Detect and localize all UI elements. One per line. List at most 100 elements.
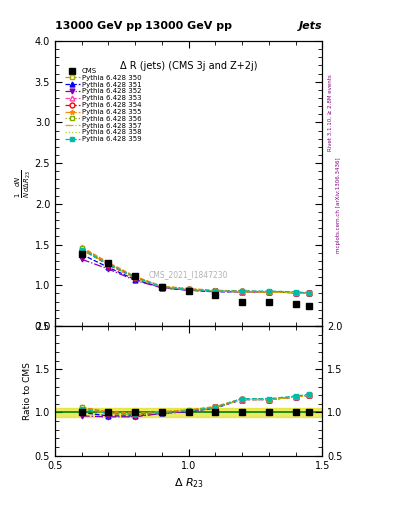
Pythia 6.428 354 [240,288,244,294]
Line: CMS: CMS [79,251,312,309]
Pythia 6.428 353 [133,274,138,280]
Line: Pythia 6.428 357: Pythia 6.428 357 [82,249,309,293]
Pythia 6.428 353 [79,245,84,251]
CMS [213,292,218,298]
Pythia 6.428 357 [307,290,311,296]
Pythia 6.428 357 [293,290,298,296]
Pythia 6.428 355 [133,273,138,280]
Pythia 6.428 351 [307,290,311,296]
Line: Pythia 6.428 352: Pythia 6.428 352 [79,257,311,296]
Pythia 6.428 354 [213,288,218,294]
Text: CMS_2021_I1847230: CMS_2021_I1847230 [149,270,228,279]
Pythia 6.428 352 [240,289,244,295]
Pythia 6.428 354 [293,290,298,296]
Text: mcplots.cern.ch [arXiv:1306.3436]: mcplots.cern.ch [arXiv:1306.3436] [336,157,341,252]
Pythia 6.428 356 [293,290,298,296]
Pythia 6.428 358 [307,290,311,296]
X-axis label: $\Delta\ R_{23}$: $\Delta\ R_{23}$ [174,476,204,490]
Pythia 6.428 350 [106,260,111,266]
Pythia 6.428 355 [213,287,218,293]
Pythia 6.428 358 [266,289,271,295]
Pythia 6.428 352 [106,266,111,272]
CMS [133,272,138,279]
Pythia 6.428 354 [106,262,111,268]
CMS [307,303,311,309]
Pythia 6.428 359 [307,290,311,296]
Pythia 6.428 356 [133,274,138,280]
Pythia 6.428 358 [213,288,218,294]
Pythia 6.428 350 [133,274,138,280]
Pythia 6.428 350 [160,284,164,290]
Pythia 6.428 356 [186,286,191,292]
CMS [293,301,298,307]
CMS [186,288,191,294]
CMS [106,260,111,266]
Pythia 6.428 350 [79,246,84,252]
Pythia 6.428 355 [293,290,298,296]
Pythia 6.428 351 [240,289,244,295]
Pythia 6.428 357 [106,261,111,267]
Line: Pythia 6.428 356: Pythia 6.428 356 [79,245,311,296]
Pythia 6.428 354 [79,246,84,252]
Pythia 6.428 351 [293,290,298,296]
Pythia 6.428 357 [213,288,218,294]
Pythia 6.428 353 [213,288,218,294]
Pythia 6.428 356 [307,290,311,296]
Pythia 6.428 352 [133,278,138,284]
Pythia 6.428 359 [186,286,191,292]
Pythia 6.428 352 [79,256,84,262]
Pythia 6.428 359 [213,288,218,294]
CMS [160,284,164,290]
Pythia 6.428 351 [186,287,191,293]
CMS [79,251,84,258]
Pythia 6.428 350 [240,289,244,295]
Pythia 6.428 350 [213,288,218,294]
Pythia 6.428 359 [79,246,84,252]
Pythia 6.428 353 [240,289,244,295]
Line: Pythia 6.428 359: Pythia 6.428 359 [79,247,311,295]
Pythia 6.428 357 [186,286,191,292]
Pythia 6.428 356 [160,283,164,289]
Pythia 6.428 359 [293,289,298,295]
CMS [266,298,271,305]
Pythia 6.428 351 [79,251,84,258]
Pythia 6.428 351 [160,285,164,291]
Pythia 6.428 355 [79,244,84,250]
Pythia 6.428 350 [266,289,271,295]
Pythia 6.428 354 [186,286,191,292]
Y-axis label: Ratio to CMS: Ratio to CMS [23,362,32,420]
Pythia 6.428 355 [307,290,311,296]
Pythia 6.428 358 [186,286,191,292]
Pythia 6.428 357 [79,246,84,252]
Pythia 6.428 357 [266,289,271,295]
Pythia 6.428 354 [266,289,271,295]
Pythia 6.428 355 [266,289,271,295]
Pythia 6.428 356 [106,260,111,266]
Pythia 6.428 355 [160,283,164,289]
Pythia 6.428 353 [293,290,298,296]
Pythia 6.428 353 [106,260,111,266]
Pythia 6.428 355 [240,288,244,294]
Pythia 6.428 353 [307,290,311,296]
Pythia 6.428 350 [307,290,311,296]
Pythia 6.428 351 [106,264,111,270]
Pythia 6.428 350 [293,290,298,296]
Pythia 6.428 354 [160,284,164,290]
Line: Pythia 6.428 358: Pythia 6.428 358 [82,250,309,293]
Pythia 6.428 351 [133,276,138,283]
Pythia 6.428 358 [160,284,164,290]
Pythia 6.428 355 [106,260,111,266]
Pythia 6.428 356 [213,288,218,294]
Pythia 6.428 352 [186,287,191,293]
Pythia 6.428 357 [160,284,164,290]
Pythia 6.428 356 [240,288,244,294]
Line: Pythia 6.428 350: Pythia 6.428 350 [79,246,311,296]
Text: Δ R (jets) (CMS 3j and Z+2j): Δ R (jets) (CMS 3j and Z+2j) [120,61,257,71]
Pythia 6.428 352 [266,289,271,295]
Pythia 6.428 351 [266,289,271,295]
Pythia 6.428 352 [213,288,218,294]
Pythia 6.428 350 [186,286,191,292]
Pythia 6.428 358 [293,290,298,296]
Pythia 6.428 354 [133,275,138,281]
Pythia 6.428 353 [266,289,271,295]
